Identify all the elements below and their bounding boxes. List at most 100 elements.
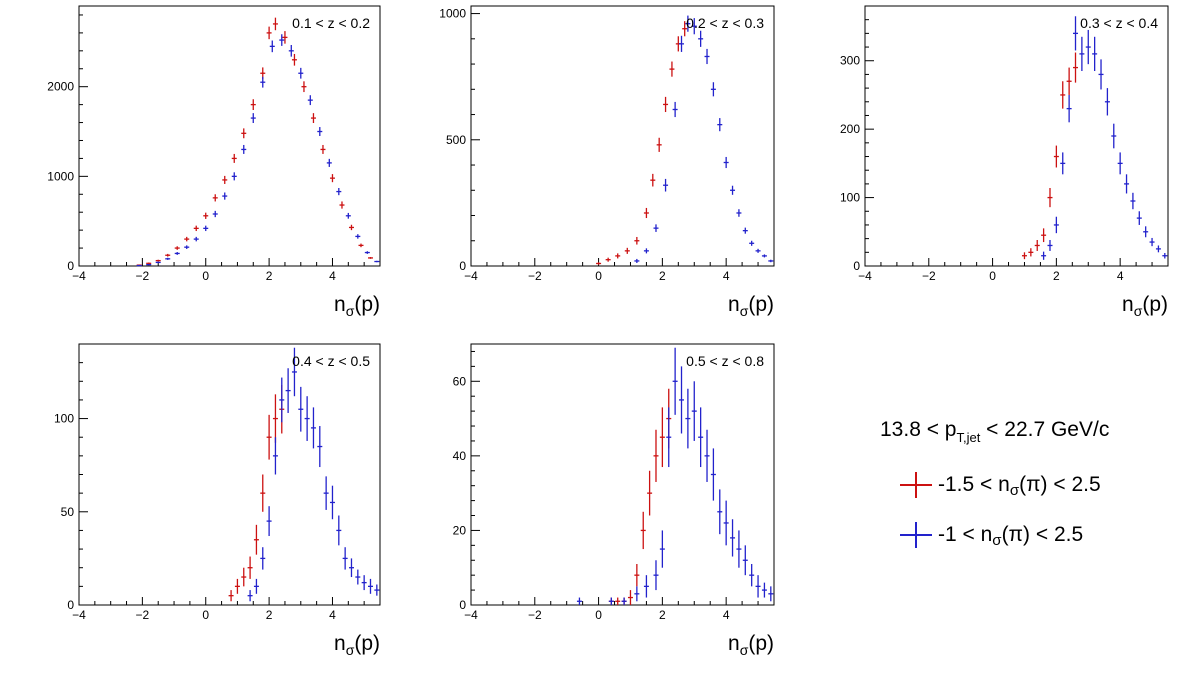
legend-title-suffix: < 22.7 GeV/c [980, 418, 1110, 441]
data-point [761, 582, 767, 598]
x-axis-label: nσ(p) [728, 632, 774, 658]
y-tick-label: 500 [446, 133, 466, 147]
y-tick-label: 40 [453, 449, 467, 463]
data-point [653, 560, 659, 591]
data-point [298, 67, 304, 79]
data-point [1053, 145, 1059, 168]
data-point [691, 381, 697, 441]
data-point [250, 99, 256, 110]
x-tick-label: 0 [989, 269, 996, 283]
data-point [146, 262, 152, 265]
data-point [698, 407, 704, 468]
data-point [730, 519, 736, 557]
data-point [203, 225, 209, 232]
series-red [1021, 52, 1079, 260]
data-point [627, 590, 633, 605]
y-tick-label: 100 [840, 191, 860, 205]
data-point [1136, 211, 1142, 225]
data-point [304, 396, 310, 441]
data-point [272, 394, 278, 443]
x-tick-label: 4 [723, 608, 730, 622]
plot-frame [470, 343, 775, 606]
data-point [247, 556, 253, 579]
data-point [717, 489, 723, 535]
data-point [768, 586, 774, 602]
data-point [1143, 226, 1149, 238]
panel-title: 0.2 < z < 0.3 [686, 15, 764, 31]
data-point [374, 260, 380, 263]
legend-label-red-suffix: (π) < 2.5 [1019, 473, 1101, 496]
y-tick-label: 0 [67, 259, 74, 273]
y-tick-label: 0 [853, 259, 860, 273]
data-point [174, 246, 180, 250]
data-point [685, 15, 691, 32]
y-tick-label: 0 [67, 598, 74, 612]
data-point [339, 201, 345, 209]
data-point [710, 448, 716, 501]
data-point [621, 597, 627, 605]
data-point [291, 347, 297, 397]
data-point [228, 590, 234, 602]
data-point [282, 31, 288, 44]
x-tick-label: 2 [659, 269, 666, 283]
data-point [323, 476, 329, 510]
data-point [260, 547, 266, 570]
y-tick-label: 50 [61, 505, 75, 519]
data-point [136, 264, 142, 267]
x-tick-label: 4 [329, 608, 336, 622]
data-point [659, 530, 665, 568]
data-point [710, 82, 716, 97]
data-point [336, 188, 342, 196]
series-blue [576, 347, 774, 605]
data-point [326, 158, 332, 167]
data-point [234, 578, 240, 594]
data-point [755, 575, 761, 598]
data-point [298, 386, 304, 432]
data-point [241, 567, 247, 587]
data-point [317, 127, 323, 136]
data-point [723, 500, 729, 546]
x-tick-label: 4 [329, 269, 336, 283]
legend-label-red-subscript: σ [1009, 482, 1020, 499]
legend-title-subscript: T,jet [956, 430, 981, 445]
data-point [1066, 67, 1072, 95]
data-point [663, 178, 669, 192]
data-point [679, 366, 685, 434]
data-point [656, 137, 662, 152]
data-point [768, 259, 774, 263]
data-point [1028, 248, 1034, 257]
x-tick-label: −2 [136, 608, 150, 622]
data-point [222, 175, 228, 184]
x-axis-label: nσ(p) [1122, 293, 1168, 319]
data-point [279, 377, 285, 423]
data-point [367, 578, 373, 594]
data-point [285, 368, 291, 413]
data-point [272, 437, 278, 475]
data-point [605, 257, 611, 262]
data-point [682, 21, 688, 37]
legend-label-blue: -1 < nσ(π) < 2.5 [938, 523, 1083, 549]
data-point [1066, 94, 1072, 123]
data-point [1041, 251, 1047, 260]
data-point [1130, 192, 1136, 210]
x-tick-label: −2 [528, 608, 542, 622]
data-point [250, 113, 256, 123]
x-axis-label: nσ(p) [728, 293, 774, 319]
x-tick-label: −4 [858, 269, 872, 283]
panel-title: 0.1 < z < 0.2 [292, 15, 370, 31]
data-point [279, 34, 285, 46]
series-red [136, 17, 373, 266]
data-point [174, 252, 180, 255]
data-point [742, 545, 748, 576]
legend-title-prefix: 13.8 < p [880, 418, 957, 441]
data-point [1155, 245, 1161, 253]
x-axis-label: nσ(p) [334, 293, 380, 319]
data-point [231, 172, 237, 181]
legend-marker-blue [900, 522, 932, 548]
data-point [222, 192, 228, 200]
data-point [1092, 36, 1098, 71]
series-red [596, 21, 688, 265]
data-point [698, 30, 704, 47]
data-point [329, 485, 335, 520]
